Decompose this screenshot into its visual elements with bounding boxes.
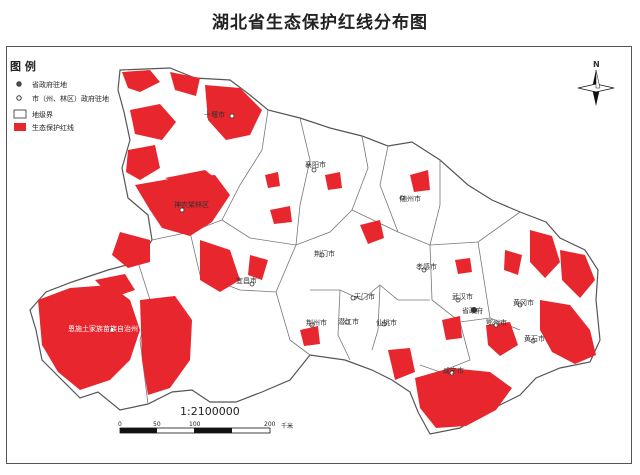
capital-marker xyxy=(470,306,477,313)
place-label: 随州市 xyxy=(400,195,421,203)
city-markers xyxy=(109,113,536,376)
place-label: 宜昌市 xyxy=(236,277,257,285)
place-label: 咸宁市 xyxy=(443,367,464,375)
scale-bar xyxy=(119,427,271,434)
place-label: 恩施土家族苗族自治州 xyxy=(68,325,138,333)
place-label: 荆州市 xyxy=(306,319,327,327)
place-label: 潜江市 xyxy=(338,318,359,326)
scale-tick: 50 xyxy=(153,421,161,428)
place-label: 黄石市 xyxy=(524,335,545,343)
place-label: 十堰市 xyxy=(204,111,225,119)
place-label: 仙桃市 xyxy=(376,319,397,327)
scale-unit: 千米 xyxy=(281,423,294,430)
scale-tick: 100 xyxy=(189,421,201,428)
legend-item-boundary: 地级界 xyxy=(32,111,53,119)
place-label: 鄂州市 xyxy=(486,319,507,327)
scale-tick: 200 xyxy=(264,421,276,428)
place-label: 天门市 xyxy=(354,293,375,301)
place-label: 荆门市 xyxy=(314,250,335,258)
north-arrow-icon xyxy=(577,69,615,106)
place-label: 武汉市 xyxy=(452,293,473,301)
place-label: 襄阳市 xyxy=(305,161,326,169)
north-label: N xyxy=(593,60,600,69)
legend-item-capital: 省政府驻地 xyxy=(32,81,67,89)
legend-item-city: 市（州、林区）政府驻地 xyxy=(32,95,109,103)
legend-city-icon xyxy=(16,95,22,101)
place-label: 孝感市 xyxy=(416,263,437,271)
legend-boundary-icon xyxy=(13,109,27,119)
legend-capital-icon xyxy=(16,81,22,87)
legend-redline-icon xyxy=(14,123,26,131)
map-title: 湖北省生态保护红线分布图 xyxy=(212,13,428,33)
place-label: 省政府 xyxy=(462,307,483,315)
place-label: 黄冈市 xyxy=(513,299,534,307)
redline-areas xyxy=(38,70,596,428)
scale-ratio: 1:2100000 xyxy=(180,405,240,418)
legend-title: 图 例 xyxy=(10,60,36,73)
place-label: 神农架林区 xyxy=(174,201,209,209)
legend-item-redline: 生态保护红线 xyxy=(32,124,74,132)
scale-tick: 0 xyxy=(118,421,122,428)
map-frame xyxy=(6,46,632,464)
